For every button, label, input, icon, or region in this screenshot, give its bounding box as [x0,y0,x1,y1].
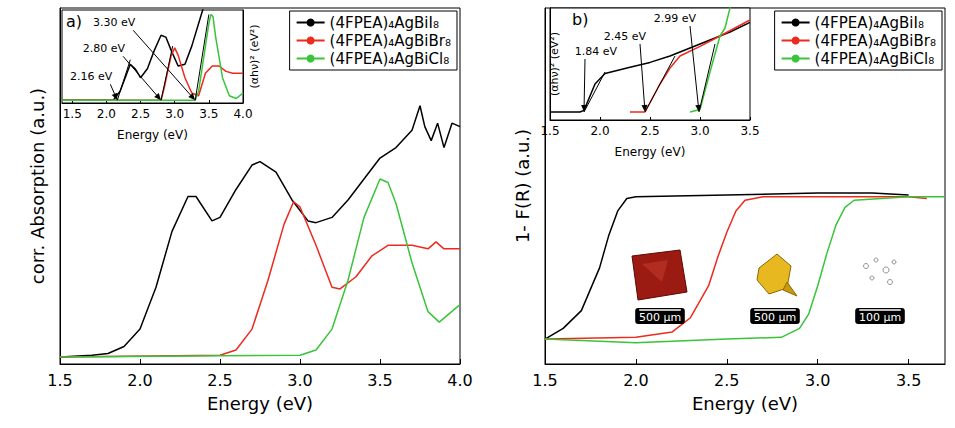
svg-text:b): b) [572,10,588,29]
svg-text:2.5: 2.5 [207,371,232,390]
svg-text:1.84 eV: 1.84 eV [575,45,618,58]
svg-text:3.5: 3.5 [740,124,759,138]
svg-text:a): a) [66,12,82,31]
svg-text:(αhν)² (eV²): (αhν)² (eV²) [248,24,261,88]
svg-text:3.5: 3.5 [199,107,218,121]
svg-text:3.5: 3.5 [367,371,392,390]
svg-text:1.5: 1.5 [63,107,82,121]
svg-text:2.45 eV: 2.45 eV [604,30,647,43]
svg-text:3.5: 3.5 [896,371,921,390]
svg-text:(4FPEA)₄AgBiCl₈: (4FPEA)₄AgBiCl₈ [815,50,935,68]
svg-text:1.5: 1.5 [47,371,72,390]
svg-text:500 µm: 500 µm [754,311,796,324]
svg-text:(4FPEA)₄AgBiI₈: (4FPEA)₄AgBiI₈ [815,14,924,32]
svg-text:2.5: 2.5 [131,107,150,121]
svg-text:4.0: 4.0 [447,371,472,390]
svg-text:(4FPEA)₄AgBiCl₈: (4FPEA)₄AgBiCl₈ [330,50,450,68]
svg-text:3.0: 3.0 [805,371,830,390]
svg-text:(4FPEA)₄AgBiBr₈: (4FPEA)₄AgBiBr₈ [815,32,936,50]
svg-text:1.5: 1.5 [540,124,559,138]
svg-text:100 µm: 100 µm [859,311,901,324]
svg-text:Energy (eV): Energy (eV) [117,128,188,142]
svg-text:2.0: 2.0 [623,371,648,390]
svg-text:4.0: 4.0 [233,107,252,121]
svg-text:2.5: 2.5 [640,124,659,138]
svg-text:3.0: 3.0 [690,124,709,138]
svg-text:2.0: 2.0 [127,371,152,390]
svg-text:corr. Absorption (a.u.): corr. Absorption (a.u.) [27,88,48,284]
svg-text:2.0: 2.0 [97,107,116,121]
svg-text:(4FPEA)₄AgBiBr₈: (4FPEA)₄AgBiBr₈ [330,32,451,50]
svg-text:2.5: 2.5 [714,371,739,390]
svg-text:1.5: 1.5 [532,371,557,390]
svg-text:Energy (eV): Energy (eV) [207,393,313,414]
svg-text:3.0: 3.0 [165,107,184,121]
svg-text:2.99 eV: 2.99 eV [654,12,697,25]
svg-text:2.0: 2.0 [590,124,609,138]
svg-text:3.0: 3.0 [287,371,312,390]
svg-text:1- F(R) (a.u.): 1- F(R) (a.u.) [512,129,533,243]
svg-text:(4FPEA)₄AgBiI₈: (4FPEA)₄AgBiI₈ [330,14,439,32]
svg-text:Energy (eV): Energy (eV) [615,145,686,159]
svg-text:3.30 eV: 3.30 eV [93,16,136,29]
svg-text:Energy (eV): Energy (eV) [692,393,798,414]
svg-text:2.16 eV: 2.16 eV [70,70,113,83]
svg-text:500 µm: 500 µm [639,311,681,324]
svg-text:(αhν)² (eV²): (αhν)² (eV²) [548,32,561,96]
svg-text:2.80 eV: 2.80 eV [83,42,126,55]
